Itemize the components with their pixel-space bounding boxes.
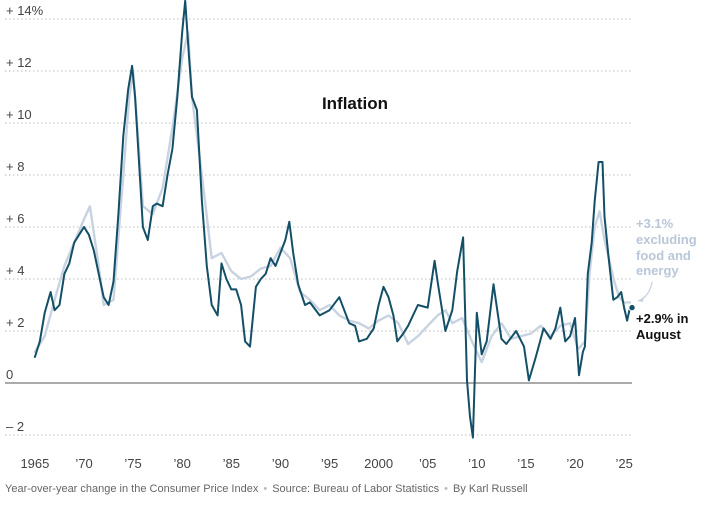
footer-byline: By Karl Russell (453, 483, 528, 495)
x-tick-label: ’75 (124, 456, 141, 471)
all-annotation-line-2: August (636, 327, 681, 342)
core-annotation-line-4: energy (636, 263, 679, 278)
x-tick-label: ’25 (615, 456, 632, 471)
footer-separator-dot: • (263, 483, 268, 495)
y-tick-label: + 6 (6, 211, 24, 226)
x-tick-label: ’90 (272, 456, 289, 471)
core-annotation-leader (637, 281, 653, 302)
y-tick-label: + 4 (6, 263, 24, 278)
footer-description: Year-over-year change in the Consumer Pr… (5, 483, 259, 495)
latest-point-marker (628, 303, 636, 312)
x-tick-label: ’10 (468, 456, 485, 471)
chart-title: Inflation (322, 94, 388, 113)
x-tick-label: 1965 (20, 456, 49, 471)
footer-separator-dot: • (444, 483, 448, 495)
x-tick-label: ’95 (321, 456, 338, 471)
x-tick-label: ’70 (75, 456, 92, 471)
core-inflation-line (33, 30, 632, 364)
y-tick-label: + 12 (6, 55, 32, 70)
core-inflation-annotation: +3.1% excluding food and energy (636, 216, 697, 302)
x-tick-label: ’20 (566, 456, 583, 471)
x-tick-label: ’80 (174, 456, 191, 471)
y-tick-label: 0 (6, 367, 13, 382)
x-tick-label: ’05 (419, 456, 436, 471)
series-lines (33, 0, 636, 439)
y-tick-label: + 14% (6, 3, 44, 18)
x-tick-label: ’15 (517, 456, 534, 471)
x-axis-ticks: 1965 ’70 ’75 ’80 ’85 ’90 ’95 2000 ’05 ’10 ’15 ’20 ’2… (20, 456, 632, 471)
core-annotation-line-2: excluding (636, 232, 697, 247)
x-tick-label: 2000 (364, 456, 393, 471)
x-tick-label: ’85 (223, 456, 240, 471)
gridlines (5, 18, 632, 436)
all-items-annotation: +2.9% in August (636, 311, 688, 342)
y-tick-label: + 8 (6, 159, 24, 174)
footer-source: Source: Bureau of Labor Statistics (272, 483, 440, 495)
all-items-inflation-line (33, 0, 631, 439)
core-annotation-line-3: food and (636, 248, 691, 263)
all-annotation-line-1: +2.9% in (636, 311, 688, 326)
y-axis-ticks: + 14% + 12 + 10 + 8 + 6 + 4 + 2 0 – 2 (6, 3, 44, 434)
core-annotation-arrowhead (638, 297, 644, 302)
y-tick-label: – 2 (6, 419, 24, 434)
y-tick-label: + 2 (6, 315, 24, 330)
chart-footer: Year-over-year change in the Consumer Pr… (5, 483, 528, 495)
core-annotation-line-1: +3.1% (636, 216, 674, 231)
y-tick-label: + 10 (6, 107, 32, 122)
